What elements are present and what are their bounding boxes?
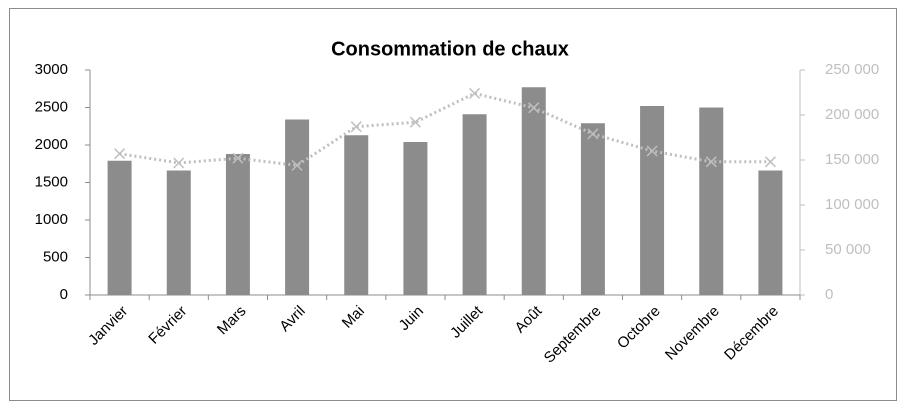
- y2-tick-label: 100 000: [825, 196, 879, 213]
- marker: [587, 128, 599, 140]
- marker: [409, 116, 421, 128]
- marker: [764, 156, 776, 168]
- y2-tick-label: 50 000: [825, 241, 871, 258]
- chart-frame: [9, 8, 897, 401]
- bar: [225, 154, 250, 295]
- bar: [699, 107, 724, 295]
- bar: [580, 123, 605, 295]
- bar: [640, 106, 665, 295]
- y-tick-label: 1000: [35, 211, 68, 228]
- marker: [114, 148, 126, 160]
- bar: [403, 142, 428, 295]
- marker: [646, 145, 658, 157]
- bar: [285, 119, 310, 295]
- marker: [350, 121, 362, 133]
- y-tick-label: 1500: [35, 173, 68, 190]
- marker: [705, 156, 717, 168]
- line: [119, 91, 771, 167]
- bar: [344, 135, 369, 295]
- marker: [232, 152, 244, 164]
- bar: [107, 160, 132, 295]
- y2-tick-label: 250 000: [825, 61, 879, 78]
- y2-tick-label: 0: [825, 286, 833, 303]
- chart-title: Consommation de chaux: [331, 38, 569, 60]
- y-tick-label: 2000: [35, 136, 68, 153]
- marker: [469, 87, 481, 99]
- y-tick-label: 500: [43, 248, 68, 265]
- bar: [758, 170, 783, 295]
- marker: [173, 157, 185, 169]
- y2-tick-label: 200 000: [825, 106, 879, 123]
- y-tick-label: 3000: [35, 61, 68, 78]
- bar: [521, 87, 546, 295]
- marker: [528, 102, 540, 114]
- bar: [166, 170, 191, 295]
- marker: [291, 159, 303, 171]
- y-tick-label: 0: [60, 286, 68, 303]
- bar: [462, 114, 487, 295]
- y2-tick-label: 150 000: [825, 151, 879, 168]
- y-tick-label: 2500: [35, 98, 68, 115]
